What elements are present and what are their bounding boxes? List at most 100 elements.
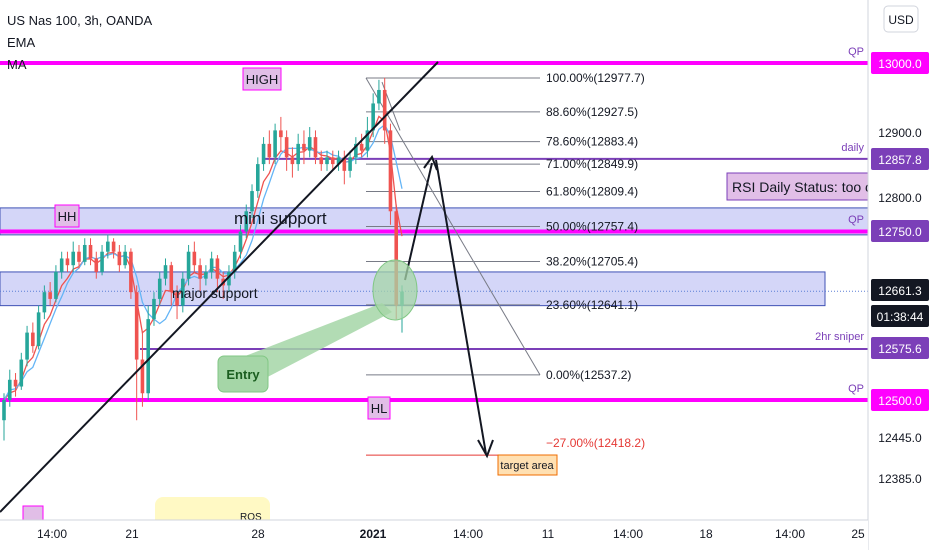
candle-body-35 bbox=[204, 271, 208, 279]
candle-35 bbox=[204, 265, 208, 286]
candle-body-60 bbox=[348, 157, 352, 171]
candle-body-47 bbox=[273, 130, 277, 158]
time-axis-bg bbox=[0, 520, 868, 550]
candle-44 bbox=[255, 157, 260, 198]
candle-27 bbox=[157, 271, 162, 306]
candle-53 bbox=[307, 127, 312, 158]
candle-body-53 bbox=[307, 137, 312, 151]
candle-4 bbox=[25, 325, 29, 367]
uptrend-line bbox=[0, 61, 439, 513]
candle-7 bbox=[42, 285, 47, 320]
candle-12 bbox=[71, 241, 76, 272]
candle-46 bbox=[267, 130, 272, 165]
candle-body-61 bbox=[354, 143, 358, 158]
price-badge-text-0: 13000.0 bbox=[878, 57, 922, 71]
ema-line bbox=[3, 115, 403, 401]
candle-body-65 bbox=[377, 89, 381, 104]
price-badge-4 bbox=[871, 305, 929, 327]
candle-41 bbox=[238, 224, 243, 259]
target-label: target area bbox=[500, 460, 554, 472]
candle-body-2 bbox=[13, 379, 18, 387]
candle-body-54 bbox=[313, 137, 318, 158]
fib-label-4: 61.80%(12809.4) bbox=[546, 184, 638, 198]
projection-up-line bbox=[404, 162, 433, 281]
candle-body-57 bbox=[330, 157, 335, 165]
candle-52 bbox=[302, 130, 306, 165]
candle-63 bbox=[365, 116, 370, 158]
candle-54 bbox=[313, 130, 318, 165]
x-tick-9: 25 bbox=[851, 527, 865, 541]
candle-40 bbox=[232, 244, 237, 279]
candle-45 bbox=[261, 137, 266, 171]
candle-body-50 bbox=[290, 157, 295, 165]
fib-label-6: 38.20%(12705.4) bbox=[546, 255, 638, 269]
candle-body-28 bbox=[163, 265, 168, 279]
candle-body-4 bbox=[25, 332, 29, 360]
projection-down-line bbox=[435, 159, 487, 455]
price-tag-2: QP bbox=[848, 214, 864, 226]
candle-48 bbox=[279, 116, 283, 151]
candle-49 bbox=[284, 130, 289, 171]
candle-19 bbox=[111, 238, 116, 259]
candle-body-31 bbox=[181, 278, 185, 306]
candle-body-16 bbox=[94, 258, 99, 272]
candle-body-23 bbox=[134, 292, 139, 360]
candle-8 bbox=[48, 282, 52, 306]
candle-body-7 bbox=[42, 292, 47, 313]
candle-body-45 bbox=[261, 143, 266, 165]
indicator-ema[interactable]: EMA bbox=[7, 35, 36, 50]
moving-average-layer bbox=[3, 115, 403, 401]
fibonacci-layer: 100.00%(12977.7) 88.60%(12927.5) 78.60%(12… bbox=[365, 71, 645, 456]
candle-body-33 bbox=[192, 251, 197, 266]
candle-22 bbox=[129, 248, 133, 299]
candle-10 bbox=[59, 251, 64, 279]
candle-body-8 bbox=[48, 292, 52, 299]
candle-58 bbox=[336, 150, 341, 171]
horizontal-levels-layer bbox=[0, 61, 868, 402]
candle-6 bbox=[36, 305, 41, 350]
candle-59 bbox=[342, 150, 347, 185]
indicator-ma[interactable]: MA bbox=[7, 57, 27, 72]
price-badge-1 bbox=[871, 148, 929, 170]
candle-body-11 bbox=[65, 258, 70, 266]
candle-body-52 bbox=[302, 143, 306, 151]
candle-body-22 bbox=[129, 251, 133, 293]
candle-28 bbox=[163, 258, 168, 286]
rsi-status-label: RSI Daily Status: too clo bbox=[732, 179, 883, 195]
price-badge-3 bbox=[871, 279, 929, 301]
entry-box bbox=[217, 355, 269, 393]
y-tick-3: 12385.0 bbox=[878, 472, 922, 486]
projection-up-arrowhead bbox=[423, 154, 438, 171]
currency-label: USD bbox=[888, 13, 914, 27]
time-axis: 14:00 21 28 2021 14:00 11 14:00 18 14:00 25 bbox=[0, 519, 868, 550]
fib-label-3: 71.00%(12849.9) bbox=[546, 157, 638, 171]
candle-body-27 bbox=[157, 278, 162, 299]
candle-39 bbox=[227, 265, 231, 293]
candle-11 bbox=[65, 251, 70, 272]
hl-label: HL bbox=[371, 401, 388, 416]
candle-body-32 bbox=[186, 251, 191, 279]
candle-20 bbox=[117, 244, 122, 272]
y-tick-1: 12800.0 bbox=[878, 191, 922, 205]
candle-body-26 bbox=[152, 298, 156, 320]
price-badge-text-2: 12750.0 bbox=[878, 225, 922, 239]
candle-body-3 bbox=[19, 359, 24, 387]
candle-55 bbox=[319, 150, 324, 171]
candle-62 bbox=[359, 133, 364, 158]
price-badge-2 bbox=[871, 220, 929, 242]
candle-body-14 bbox=[82, 244, 87, 262]
price-badge-5 bbox=[871, 337, 929, 359]
candle-34 bbox=[198, 258, 202, 293]
candle-30 bbox=[175, 285, 179, 320]
price-axis: 12900.0 12800.0 12445.0 12385.0 13000.0 QP 128… bbox=[815, 0, 932, 550]
candle-body-29 bbox=[169, 265, 174, 293]
candle-body-5 bbox=[31, 332, 35, 347]
currency-button[interactable]: USD bbox=[883, 5, 919, 33]
candle-23 bbox=[134, 285, 139, 421]
candle-body-18 bbox=[106, 241, 110, 252]
x-tick-5: 11 bbox=[542, 527, 555, 541]
candle-17 bbox=[100, 244, 104, 276]
candle-43 bbox=[250, 184, 254, 219]
price-badge-6 bbox=[871, 389, 929, 411]
